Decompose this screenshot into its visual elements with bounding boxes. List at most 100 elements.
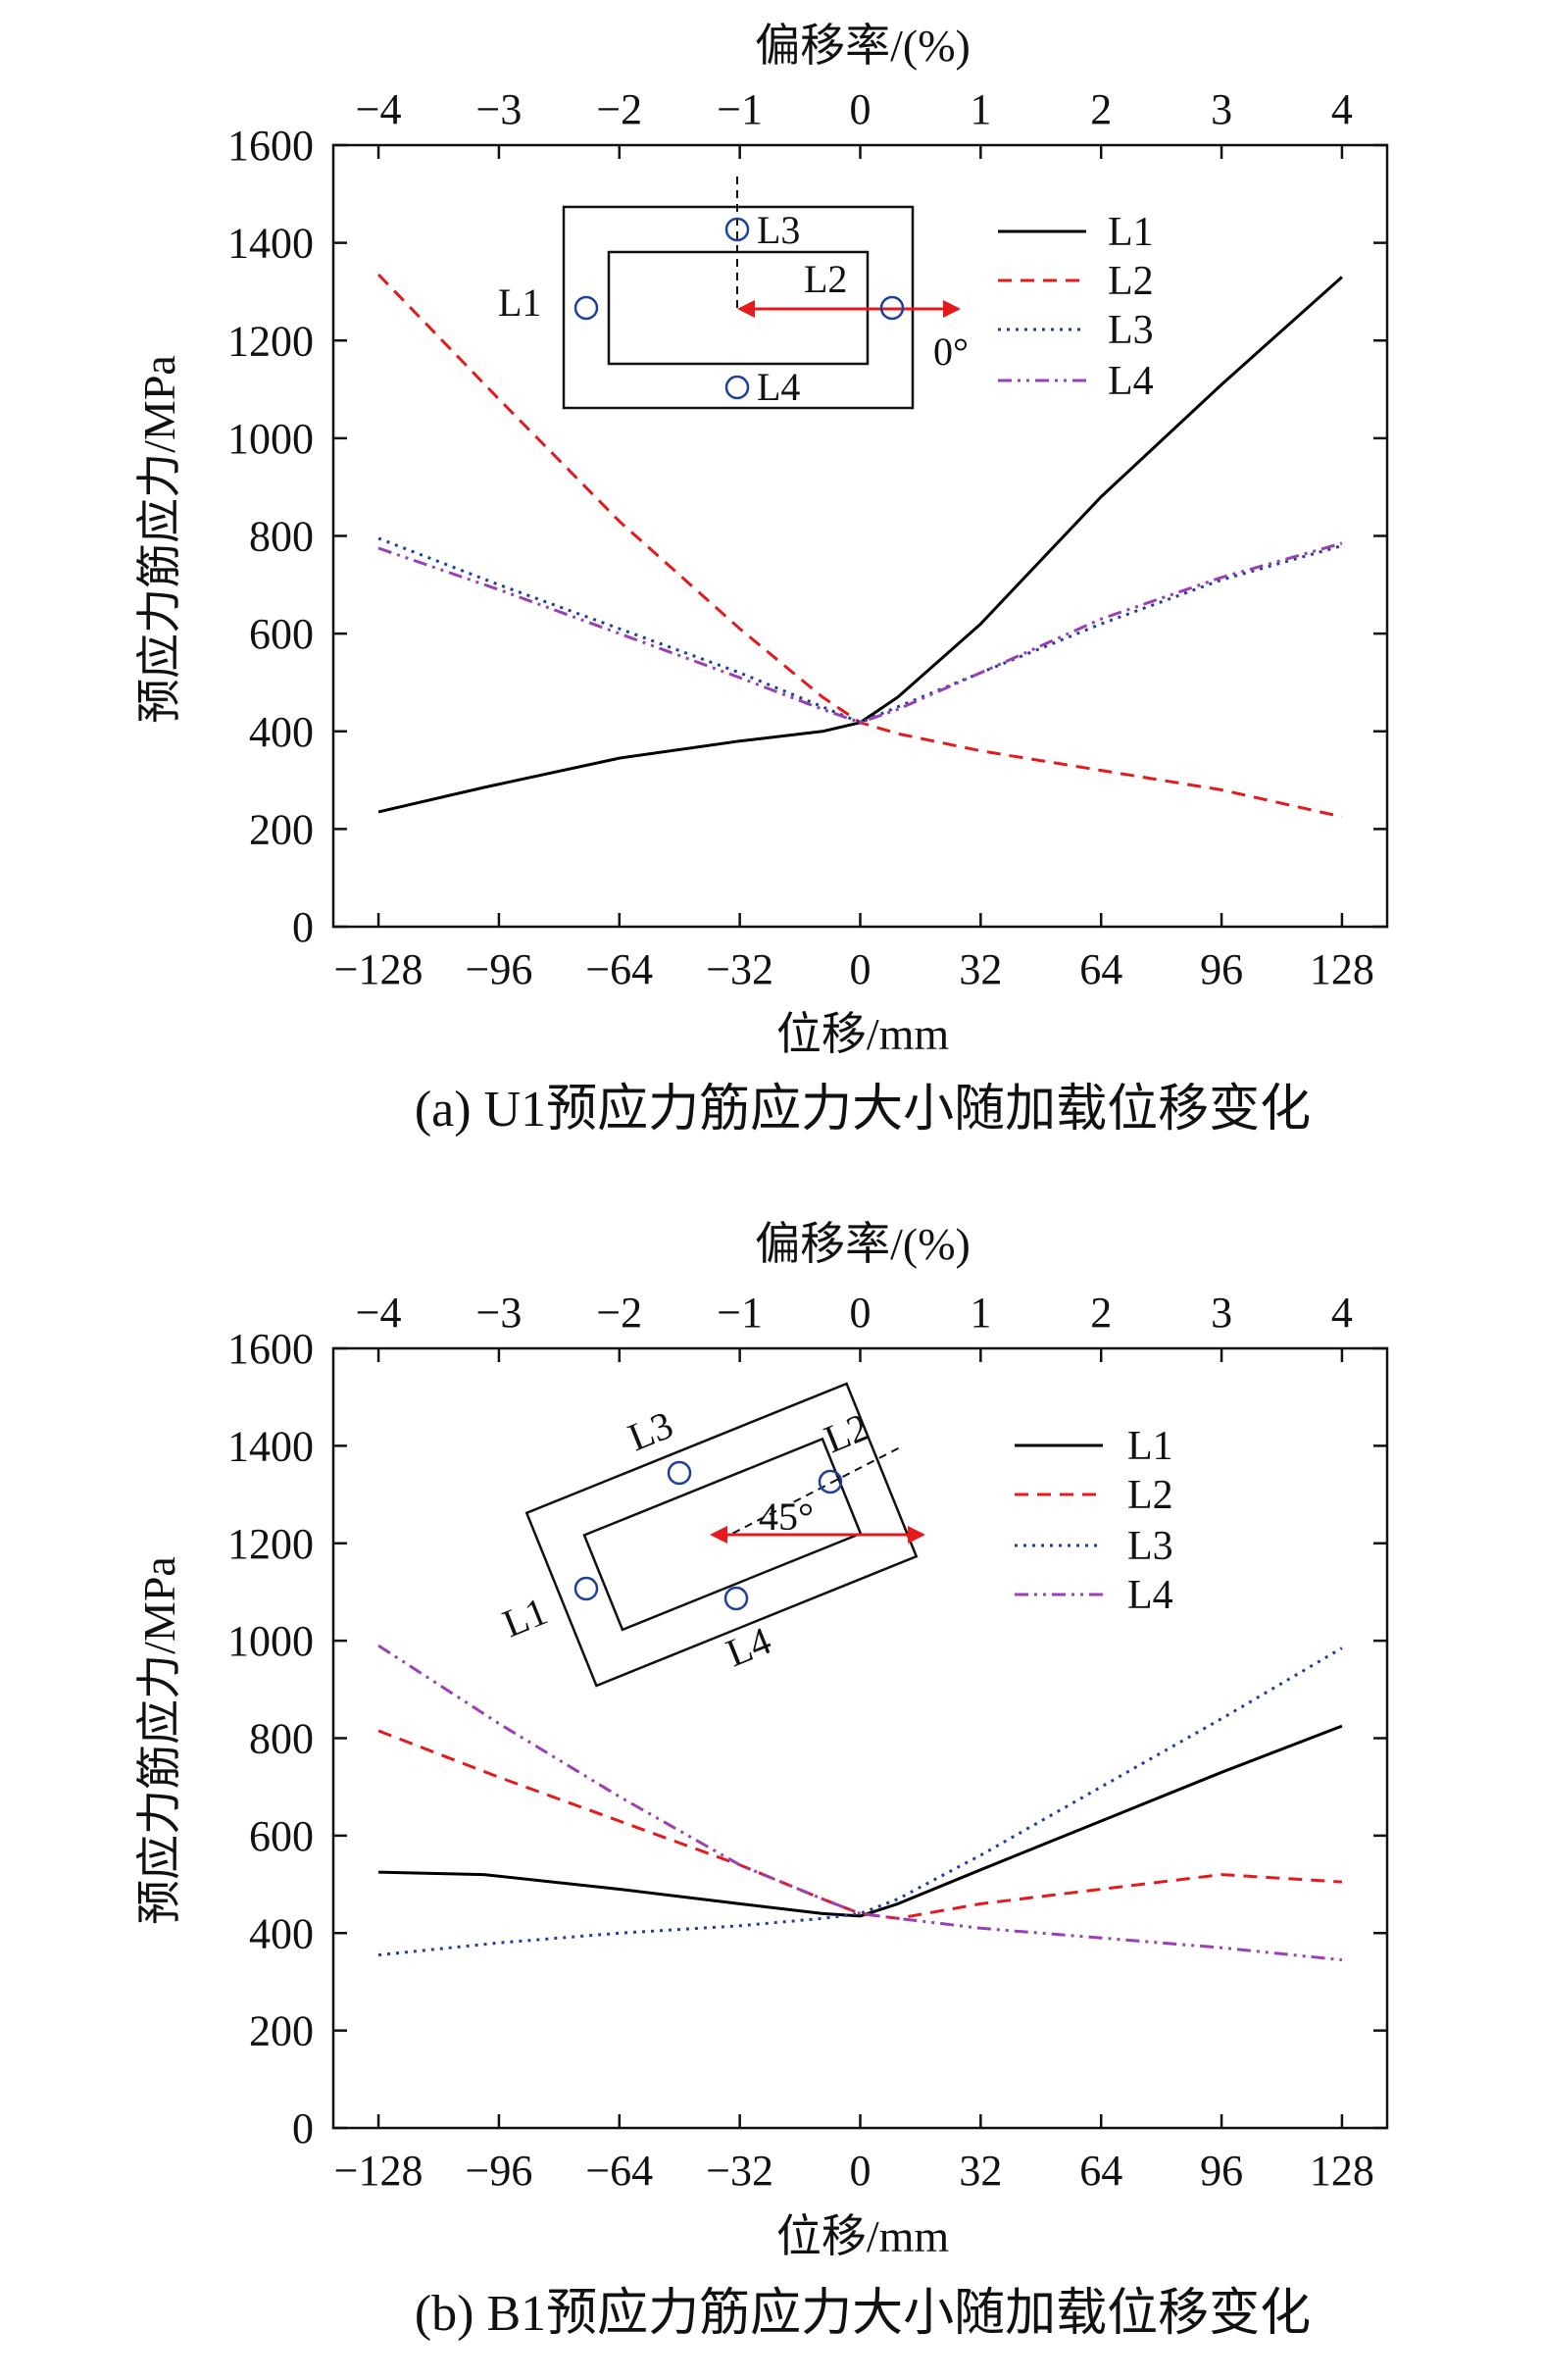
tendon-marker-l2 <box>879 295 905 321</box>
tendon-marker-l3 <box>724 217 750 242</box>
inset-label-l3: L3 <box>757 208 800 252</box>
y-tick-label: 800 <box>249 513 314 561</box>
series-line-l3 <box>377 536 1343 725</box>
x-tick-label: −96 <box>466 2147 533 2195</box>
inset-diagram: L3 L1 L2 L4 0° <box>498 177 969 410</box>
x-tick-label: −32 <box>706 2147 773 2195</box>
y-tick-label: 1600 <box>227 122 314 170</box>
x-tick-label: 64 <box>1079 945 1122 993</box>
inset-inner-rect <box>582 1437 863 1632</box>
x-tick-label: 32 <box>959 2147 1002 2195</box>
y-tick-label: 1600 <box>227 1325 314 1373</box>
y-tick-label: 600 <box>249 1812 314 1860</box>
y-tick-label: 1400 <box>227 220 314 268</box>
plot-frame <box>331 1346 1389 2130</box>
top-axis-title: 偏移率/(%) <box>755 21 971 71</box>
x2-tick-label: −1 <box>717 1289 763 1337</box>
x-tick-label: −32 <box>706 945 773 993</box>
x2-tick-label: −2 <box>596 85 642 133</box>
top-axis-title: 偏移率/(%) <box>755 1219 971 1269</box>
chart-caption: (b) B1预应力筋应力大小随加载位移变化 <box>415 2286 1311 2342</box>
x2-tick-label: 3 <box>1211 85 1232 133</box>
inset-label-l4: L4 <box>757 365 800 409</box>
x2-tick-label: 2 <box>1090 1289 1112 1337</box>
y-tick-label: 800 <box>249 1715 314 1763</box>
x2-tick-label: 4 <box>1331 1289 1353 1337</box>
x-tick-label: −96 <box>466 945 533 993</box>
x-tick-label: −64 <box>585 2147 653 2195</box>
y-tick-label: 200 <box>249 2007 314 2055</box>
y-tick-label: 1000 <box>227 1617 314 1665</box>
y-tick-label: 600 <box>249 610 314 658</box>
tendon-marker-l4 <box>723 1586 749 1611</box>
x-tick-label: 96 <box>1200 945 1243 993</box>
y-tick-label: 200 <box>249 805 314 853</box>
arrow-head-left <box>737 300 755 318</box>
y-axis-title: 预应力筋应力/MPa <box>134 1556 184 1925</box>
inset-label-l2: L2 <box>804 257 847 301</box>
tendon-marker-l1 <box>573 1576 599 1601</box>
x-tick-label: −128 <box>334 2147 423 2195</box>
plot-frame <box>331 143 1389 929</box>
series-line-l4 <box>377 1644 1343 1962</box>
x2-tick-label: −3 <box>476 85 523 133</box>
x2-tick-label: −4 <box>356 1289 402 1337</box>
y-tick-label: 400 <box>249 1909 314 1957</box>
legend: L1 L2 L3 L4 <box>998 210 1154 404</box>
legend-label-l1: L1 <box>1127 1424 1173 1469</box>
tendon-marker-l2 <box>818 1469 843 1494</box>
legend-label-l1: L1 <box>1108 210 1154 255</box>
inset-dashed-reference <box>720 1445 903 1541</box>
legend-label-l4: L4 <box>1108 359 1154 404</box>
series-line-l4 <box>377 541 1343 725</box>
y-tick-label: 1200 <box>227 317 314 365</box>
x-tick-label: 128 <box>1310 2147 1374 2195</box>
legend-label-l2: L2 <box>1108 259 1154 304</box>
x-tick-label: 64 <box>1079 2147 1122 2195</box>
inset-label-l1: L1 <box>497 1589 554 1646</box>
arrow-head-left <box>710 1526 727 1544</box>
x2-tick-label: 0 <box>850 1289 872 1337</box>
x-tick-label: 32 <box>959 945 1002 993</box>
x2-tick-label: −3 <box>476 1289 523 1337</box>
inset-angle-label: 0° <box>933 329 969 374</box>
series-line-l2 <box>377 1729 1342 1920</box>
x-tick-label: 96 <box>1200 2147 1243 2195</box>
legend: L1 L2 L3 L4 <box>1015 1424 1173 1618</box>
x2-tick-label: 0 <box>850 85 872 133</box>
x2-tick-label: 4 <box>1331 85 1353 133</box>
series-line-l2 <box>377 273 1343 819</box>
x2-tick-label: 1 <box>970 85 991 133</box>
x2-tick-label: 3 <box>1211 1289 1232 1337</box>
chart-panel-u1: 偏移率/(%) 预应力筋应力/MPa 位移/mm (a) U1预应力筋应力大小随… <box>134 21 1389 1138</box>
y-tick-label: 0 <box>292 2104 314 2152</box>
y-axis-title: 预应力筋应力/MPa <box>134 355 184 724</box>
y-tick-label: 400 <box>249 708 314 756</box>
legend-label-l3: L3 <box>1108 308 1154 353</box>
series-line-l3 <box>377 1646 1343 1957</box>
x-tick-label: −128 <box>334 945 423 993</box>
y-tick-label: 1400 <box>227 1422 314 1470</box>
x-tick-label: 0 <box>850 2147 872 2195</box>
tendon-marker-l3 <box>667 1460 692 1486</box>
x2-tick-label: 2 <box>1090 85 1112 133</box>
inset-label-l2: L2 <box>819 1404 875 1461</box>
tendon-marker-l4 <box>724 375 750 400</box>
tendon-marker-l1 <box>573 295 599 321</box>
inset-outer-rect <box>524 1382 919 1688</box>
chart-caption: (a) U1预应力筋应力大小随加载位移变化 <box>415 1082 1311 1138</box>
arrow-head-right <box>908 1526 925 1544</box>
x2-tick-label: 1 <box>970 1289 991 1337</box>
x2-tick-label: −2 <box>596 1289 642 1337</box>
inset-diagram: L3 L2 L1 L4 45° <box>497 1382 925 1688</box>
y-tick-label: 0 <box>292 903 314 951</box>
x2-tick-label: −1 <box>717 85 763 133</box>
x2-tick-label: −4 <box>356 85 402 133</box>
inset-label-l4: L4 <box>721 1618 777 1675</box>
x-axis-title: 位移/mm <box>776 1009 950 1059</box>
inset-label-l3: L3 <box>623 1402 679 1459</box>
arrow-head-right <box>943 300 961 318</box>
x-tick-label: 0 <box>850 945 872 993</box>
series-line-l1 <box>378 1724 1343 1918</box>
